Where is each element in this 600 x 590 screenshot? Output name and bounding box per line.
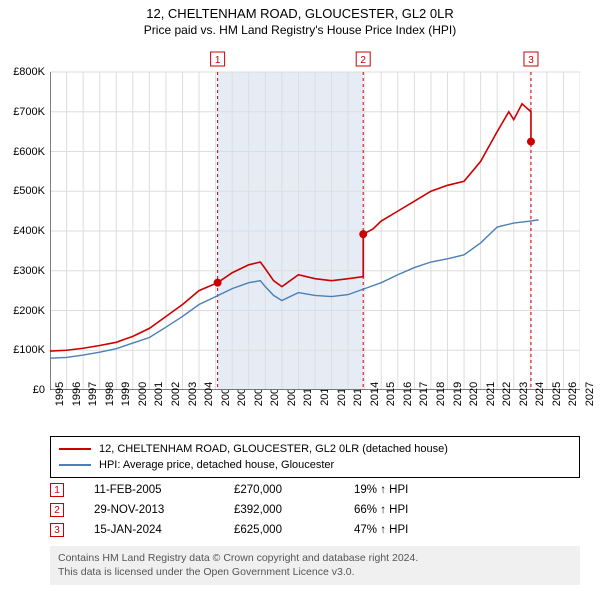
- legend-label: 12, CHELTENHAM ROAD, GLOUCESTER, GL2 0LR…: [99, 443, 448, 455]
- legend-item: HPI: Average price, detached house, Glou…: [59, 457, 571, 473]
- sale-event-delta: 47% ↑ HPI: [354, 524, 408, 536]
- sale-event-date: 11-FEB-2005: [94, 484, 204, 496]
- y-tick-label: £700K: [13, 106, 45, 118]
- sale-event-delta: 66% ↑ HPI: [354, 504, 408, 516]
- sale-event-row: 3 15-JAN-2024 £625,000 47% ↑ HPI: [50, 520, 580, 540]
- sale-event-date: 29-NOV-2013: [94, 504, 204, 516]
- attribution-line2: This data is licensed under the Open Gov…: [58, 566, 572, 580]
- y-tick-label: £500K: [13, 185, 45, 197]
- y-tick-label: £100K: [13, 344, 45, 356]
- sale-event-price: £270,000: [234, 484, 324, 496]
- sale-event-row: 1 11-FEB-2005 £270,000 19% ↑ HPI: [50, 480, 580, 500]
- legend: 12, CHELTENHAM ROAD, GLOUCESTER, GL2 0LR…: [50, 436, 580, 478]
- y-tick-label: £200K: [13, 305, 45, 317]
- chart-title: 12, CHELTENHAM ROAD, GLOUCESTER, GL2 0LR: [0, 0, 600, 21]
- sale-event-date: 15-JAN-2024: [94, 524, 204, 536]
- sale-event-box: 1: [50, 483, 64, 497]
- y-tick-label: £0: [33, 384, 45, 396]
- sale-event-price: £392,000: [234, 504, 324, 516]
- legend-item: 12, CHELTENHAM ROAD, GLOUCESTER, GL2 0LR…: [59, 441, 571, 457]
- y-tick-label: £800K: [13, 66, 45, 78]
- sale-event-price: £625,000: [234, 524, 324, 536]
- chart-plot-area: 1 2 3: [50, 50, 580, 390]
- svg-text:1: 1: [215, 55, 221, 66]
- y-tick-label: £300K: [13, 265, 45, 277]
- legend-swatch: [59, 448, 91, 450]
- legend-swatch: [59, 464, 91, 466]
- legend-label: HPI: Average price, detached house, Glou…: [99, 459, 334, 471]
- svg-text:3: 3: [528, 55, 534, 66]
- attribution: Contains HM Land Registry data © Crown c…: [50, 546, 580, 585]
- svg-text:2: 2: [360, 55, 366, 66]
- sale-event-row: 2 29-NOV-2013 £392,000 66% ↑ HPI: [50, 500, 580, 520]
- y-tick-label: £600K: [13, 146, 45, 158]
- sale-events: 1 11-FEB-2005 £270,000 19% ↑ HPI 2 29-NOV-201…: [50, 480, 580, 540]
- chart-subtitle: Price paid vs. HM Land Registry's House …: [0, 21, 600, 41]
- attribution-line1: Contains HM Land Registry data © Crown c…: [58, 552, 572, 566]
- sale-event-box: 3: [50, 523, 64, 537]
- x-tick-label: 2027: [584, 382, 596, 406]
- sale-event-delta: 19% ↑ HPI: [354, 484, 408, 496]
- y-tick-label: £400K: [13, 225, 45, 237]
- sale-event-box: 2: [50, 503, 64, 517]
